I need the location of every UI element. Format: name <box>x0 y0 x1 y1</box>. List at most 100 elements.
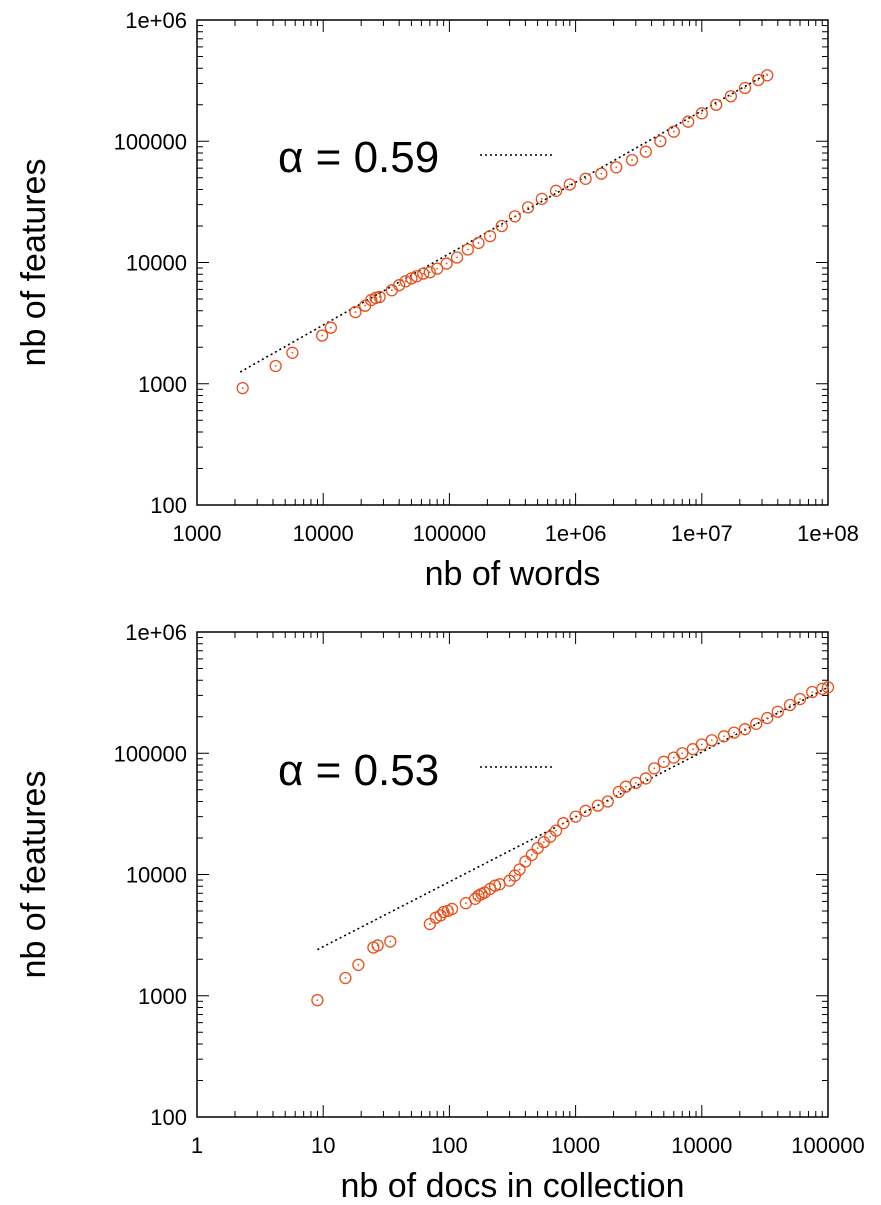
data-point <box>349 305 362 319</box>
data-point <box>563 178 576 191</box>
data-point <box>535 192 548 205</box>
x-tick-label: 10 <box>311 1133 335 1158</box>
data-point <box>483 229 497 243</box>
minor-ticks <box>197 20 828 505</box>
data-point <box>793 692 807 706</box>
data-point <box>579 804 592 817</box>
x-tick-label: 1000 <box>551 1133 600 1158</box>
data-point <box>236 381 249 395</box>
x-tick-label: 10000 <box>671 1133 732 1158</box>
x-tick-label: 1000 <box>173 521 222 546</box>
fit-line <box>317 686 829 951</box>
data-point <box>352 958 365 971</box>
alpha-annotation: α = 0.53 <box>278 746 439 795</box>
data-point <box>508 210 521 223</box>
data-point <box>601 795 614 808</box>
data-point <box>531 841 544 855</box>
y-tick-label: 100000 <box>114 741 187 766</box>
data-point <box>315 329 329 342</box>
data-point <box>639 145 652 158</box>
data-point <box>695 738 708 751</box>
data-point <box>324 321 338 334</box>
chart-panel-1: 1000 10000 100000 1e+06 1e+07 1e+08 100 1000 100… <box>15 8 859 593</box>
data-point <box>569 810 582 823</box>
x-tick-label: 1 <box>191 1133 203 1158</box>
data-point <box>549 184 563 197</box>
data-point <box>667 751 680 764</box>
data-point <box>761 711 774 725</box>
data-point <box>423 917 437 931</box>
x-tick-label: 100000 <box>791 1133 864 1158</box>
data-point <box>738 723 752 736</box>
data-point <box>385 284 399 297</box>
x-tick-label: 1e+07 <box>671 521 733 546</box>
data-point <box>472 236 485 250</box>
plot-frame <box>196 19 829 506</box>
x-axis-label: nb of words <box>425 555 601 593</box>
y-tick-label: 1e+06 <box>125 8 187 33</box>
data-point <box>667 125 680 138</box>
minor-ticks <box>197 632 828 1117</box>
data-point <box>682 115 695 128</box>
y-tick-label: 100000 <box>114 129 187 154</box>
data-point <box>495 219 508 233</box>
data-point <box>423 266 437 279</box>
data-point <box>771 705 784 718</box>
x-axis-label: nb of docs in collection <box>341 1167 685 1205</box>
y-tick-label: 10000 <box>126 251 187 276</box>
data-point <box>750 717 763 730</box>
data-point <box>521 201 535 214</box>
y-tick-label: 1000 <box>138 372 187 397</box>
data-point <box>783 698 797 712</box>
alpha-annotation: α = 0.59 <box>278 133 439 182</box>
y-axis-label: nb of features <box>15 771 53 979</box>
data-point <box>384 935 397 948</box>
data-point <box>519 855 532 868</box>
data-point <box>727 726 741 739</box>
data-point <box>625 153 639 167</box>
data-point <box>595 167 608 180</box>
data-point <box>549 824 563 837</box>
data-point <box>761 69 774 82</box>
data-point <box>269 359 282 373</box>
data-point <box>724 90 738 103</box>
data-point <box>610 161 623 174</box>
data-point <box>339 971 352 985</box>
x-tick-label: 1e+08 <box>797 521 859 546</box>
data-point <box>705 734 718 747</box>
data-point <box>579 172 592 185</box>
data-point <box>710 98 723 111</box>
data-point <box>286 346 299 359</box>
data-point <box>513 863 526 876</box>
data-point <box>393 279 406 292</box>
y-tick-label: 1000 <box>138 984 187 1009</box>
plot-frame <box>196 631 829 1118</box>
data-point <box>410 270 423 283</box>
y-tick-label: 100 <box>150 1105 187 1130</box>
data-point <box>648 762 661 775</box>
y-axis-label: nb of features <box>15 159 53 367</box>
data-point <box>657 755 670 768</box>
data-point <box>461 243 474 256</box>
x-tick-label: 10000 <box>293 521 354 546</box>
data-point <box>450 251 464 264</box>
data-points <box>311 681 835 1007</box>
data-point <box>738 81 752 95</box>
data-point <box>629 776 642 790</box>
data-point <box>373 290 386 304</box>
data-point <box>311 993 324 1007</box>
data-point <box>371 939 384 952</box>
data-point <box>440 257 453 270</box>
data-points <box>236 69 774 395</box>
chart-panel-2: 1 10 100 1000 10000 100000 100 1000 10000 100000 1… <box>15 620 865 1205</box>
data-point <box>417 267 430 280</box>
data-point <box>654 135 667 148</box>
y-tick-label: 10000 <box>126 863 187 888</box>
x-tick-label: 100 <box>431 1133 468 1158</box>
data-point <box>445 902 459 916</box>
y-tick-label: 1e+06 <box>125 620 187 645</box>
data-point <box>525 848 538 862</box>
x-tick-label: 100000 <box>413 521 486 546</box>
y-tick-label: 100 <box>150 493 187 518</box>
